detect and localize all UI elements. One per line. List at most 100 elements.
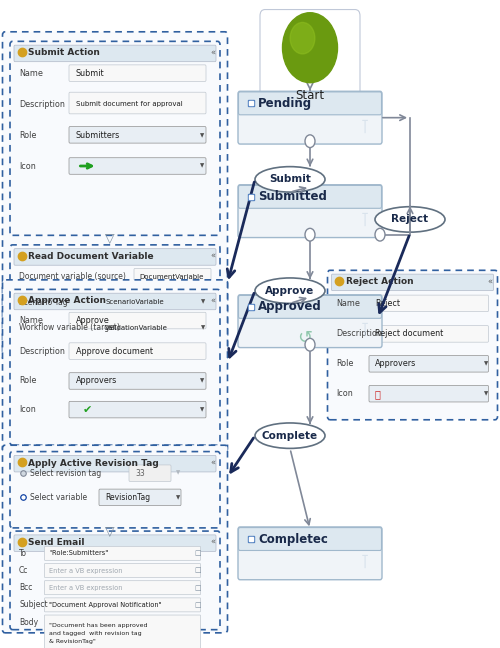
- Text: ▼: ▼: [200, 407, 204, 412]
- Text: Reject Action: Reject Action: [346, 277, 414, 286]
- Text: ▼: ▼: [200, 133, 204, 138]
- FancyBboxPatch shape: [238, 527, 382, 551]
- Text: Reject document: Reject document: [375, 329, 444, 338]
- FancyBboxPatch shape: [369, 386, 488, 402]
- Text: Scenario Tag: Scenario Tag: [19, 297, 68, 307]
- Text: ❌: ❌: [375, 389, 381, 399]
- FancyBboxPatch shape: [44, 615, 201, 648]
- FancyBboxPatch shape: [14, 456, 216, 472]
- Text: ▽: ▽: [105, 232, 115, 245]
- FancyBboxPatch shape: [44, 598, 201, 612]
- Text: Submit: Submit: [76, 69, 104, 78]
- FancyBboxPatch shape: [69, 126, 206, 143]
- FancyBboxPatch shape: [14, 293, 216, 310]
- Text: Reject: Reject: [375, 299, 400, 308]
- Text: Role: Role: [19, 376, 36, 386]
- Text: ⊺: ⊺: [360, 117, 370, 137]
- Text: Name: Name: [336, 299, 360, 308]
- Text: Completec: Completec: [258, 533, 328, 546]
- Circle shape: [305, 135, 315, 148]
- FancyBboxPatch shape: [129, 465, 171, 481]
- Text: ▼: ▼: [484, 362, 488, 366]
- FancyBboxPatch shape: [2, 32, 228, 360]
- FancyBboxPatch shape: [44, 546, 201, 561]
- FancyBboxPatch shape: [99, 489, 181, 505]
- Text: ▼: ▼: [200, 378, 204, 384]
- Text: Description: Description: [19, 347, 65, 356]
- Text: ▼: ▼: [176, 495, 180, 500]
- Text: Apply Active Revision Tag: Apply Active Revision Tag: [28, 459, 159, 467]
- Ellipse shape: [255, 167, 325, 192]
- Text: Select revision tag: Select revision tag: [30, 469, 101, 478]
- Text: ↺: ↺: [298, 329, 312, 347]
- Text: Enter a VB expression: Enter a VB expression: [49, 568, 122, 573]
- FancyBboxPatch shape: [238, 185, 382, 208]
- Text: Submitted: Submitted: [258, 191, 327, 203]
- Text: «: «: [488, 277, 492, 286]
- FancyBboxPatch shape: [332, 274, 494, 291]
- Ellipse shape: [255, 278, 325, 303]
- Text: Bcc: Bcc: [19, 583, 32, 592]
- Text: ▼: ▼: [176, 470, 180, 476]
- Text: ScenarioVariable: ScenarioVariable: [105, 299, 164, 305]
- Text: ▼: ▼: [484, 391, 488, 396]
- Text: □: □: [194, 550, 201, 557]
- Text: Icon: Icon: [19, 405, 36, 414]
- FancyBboxPatch shape: [69, 401, 206, 418]
- Text: To: To: [19, 549, 27, 558]
- Text: ▼: ▼: [201, 325, 205, 330]
- Text: Start: Start: [296, 89, 324, 102]
- FancyBboxPatch shape: [69, 343, 206, 360]
- Text: "Role:Submitters": "Role:Submitters": [49, 550, 108, 557]
- Text: Name: Name: [19, 316, 43, 325]
- Text: Approve: Approve: [266, 286, 314, 295]
- Text: Subject: Subject: [19, 600, 48, 609]
- FancyBboxPatch shape: [99, 319, 206, 336]
- FancyBboxPatch shape: [14, 249, 216, 265]
- Text: and tagged  with revision tag: and tagged with revision tag: [49, 631, 142, 636]
- Text: □: □: [194, 568, 201, 573]
- Text: ⊺: ⊺: [360, 211, 370, 230]
- Text: Submitters: Submitters: [76, 131, 120, 140]
- FancyBboxPatch shape: [369, 356, 488, 372]
- Text: «: «: [210, 538, 215, 547]
- Text: RevisionTag: RevisionTag: [105, 493, 150, 502]
- Text: Description: Description: [336, 329, 382, 338]
- FancyBboxPatch shape: [10, 245, 220, 350]
- Text: □: □: [194, 602, 201, 608]
- Ellipse shape: [255, 423, 325, 448]
- FancyBboxPatch shape: [2, 445, 228, 633]
- Circle shape: [305, 338, 315, 351]
- Text: □: □: [194, 584, 201, 591]
- FancyBboxPatch shape: [14, 535, 216, 551]
- Text: Name: Name: [19, 69, 43, 78]
- FancyBboxPatch shape: [10, 290, 220, 445]
- Text: Role: Role: [19, 131, 36, 140]
- Text: 33: 33: [135, 469, 145, 478]
- Text: Approve Action: Approve Action: [28, 296, 106, 305]
- Text: Document variable (source): Document variable (source): [19, 272, 126, 281]
- Text: ⊺: ⊺: [360, 553, 370, 572]
- Text: ▽: ▽: [105, 525, 115, 538]
- FancyBboxPatch shape: [2, 280, 228, 452]
- FancyBboxPatch shape: [69, 92, 206, 114]
- Text: & RevisionTag": & RevisionTag": [49, 639, 96, 644]
- FancyBboxPatch shape: [238, 91, 382, 144]
- Text: «: «: [210, 459, 215, 467]
- Text: Approvers: Approvers: [375, 359, 416, 368]
- Circle shape: [375, 228, 385, 241]
- Text: "Document has been approved: "Document has been approved: [49, 623, 148, 628]
- Text: Body: Body: [19, 618, 38, 627]
- FancyBboxPatch shape: [10, 452, 220, 528]
- Text: Cc: Cc: [19, 566, 28, 575]
- Text: Send Email: Send Email: [28, 538, 85, 547]
- Text: ▼: ▼: [200, 163, 204, 168]
- FancyBboxPatch shape: [134, 268, 211, 285]
- FancyBboxPatch shape: [238, 295, 382, 318]
- Text: Approved: Approved: [258, 301, 322, 314]
- Text: Enter a VB expression: Enter a VB expression: [49, 584, 122, 591]
- FancyBboxPatch shape: [10, 41, 220, 235]
- Circle shape: [305, 228, 315, 241]
- FancyBboxPatch shape: [69, 65, 206, 82]
- Text: Approve: Approve: [76, 316, 110, 325]
